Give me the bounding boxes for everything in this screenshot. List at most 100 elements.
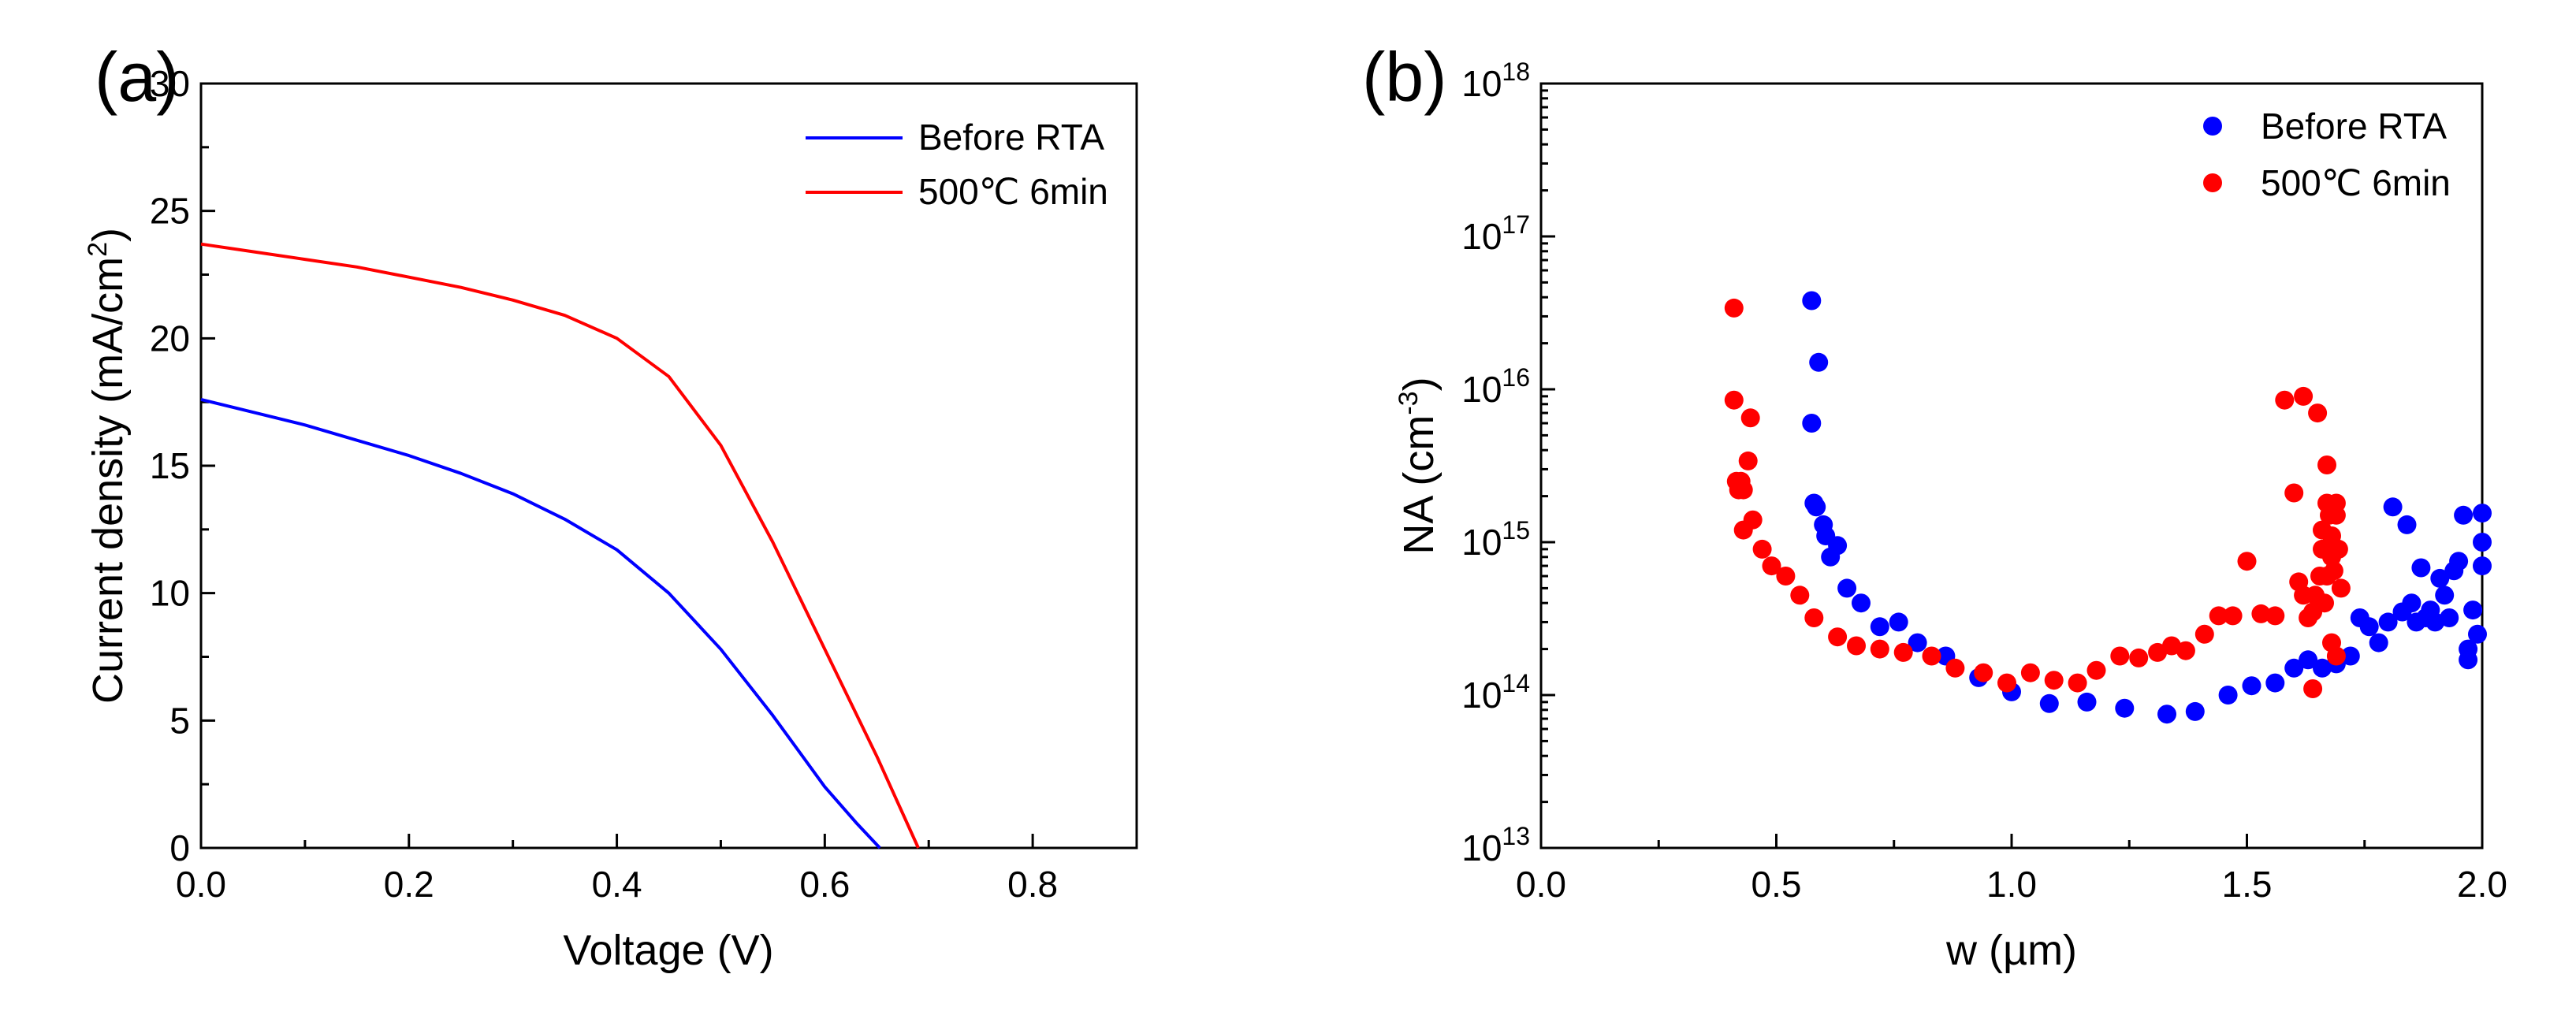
point-500c-6min (2265, 606, 2285, 626)
x-tick-label-a: 0.6 (799, 864, 850, 905)
point-before-rta (2459, 650, 2478, 670)
point-before-rta (1870, 617, 1889, 637)
legend-label-before-rta-b: Before RTA (2261, 106, 2447, 147)
point-500c-6min (2331, 578, 2351, 598)
x-tick-label-a: 0.8 (1007, 864, 1058, 905)
point-500c-6min (2148, 642, 2168, 662)
x-tick-label-b: 0.0 (1516, 864, 1566, 905)
y-tick-label-a: 25 (150, 191, 190, 232)
point-500c-6min (1804, 608, 1824, 627)
point-before-rta (1807, 497, 1826, 517)
point-500c-6min (2129, 648, 2149, 667)
legend-marker-before-rta-b (2203, 117, 2222, 136)
point-before-rta (2299, 650, 2318, 670)
panel-label-a: (a) (95, 38, 180, 116)
point-500c-6min (1997, 673, 2016, 693)
legend-b: Before RTA 500℃ 6min (2203, 106, 2451, 203)
axes-b: 0.0 0.5 1.0 1.5 2.0 1013 1014 1015 1016 1017 1018 (1461, 58, 2507, 905)
panel-label-b: (b) (1362, 38, 1447, 116)
point-500c-6min (2284, 483, 2304, 503)
point-before-rta (2185, 701, 2205, 721)
point-500c-6min (1893, 642, 1913, 662)
y-tick-label-a: 0 (169, 827, 190, 868)
point-before-rta (2397, 515, 2417, 534)
point-500c-6min (2020, 663, 2040, 682)
y-tick-label-b: 1018 (1461, 58, 1530, 104)
y-axis-label-a: Current density (mA/cm2) (83, 228, 132, 704)
point-500c-6min (1870, 639, 1889, 659)
point-500c-6min (2275, 390, 2295, 410)
point-500c-6min (1790, 586, 1810, 605)
point-before-rta (2242, 676, 2261, 696)
y-tick-label-a: 20 (150, 318, 190, 359)
point-before-rta (2468, 624, 2487, 644)
y-tick-label-a: 30 (150, 63, 190, 104)
point-before-rta (1809, 352, 1829, 372)
point-500c-6min (2317, 567, 2336, 586)
series-line-500c-6min (200, 242, 920, 849)
legend-label-500c-b: 500℃ 6min (2261, 162, 2451, 203)
x-tick-label-b: 1.5 (2222, 864, 2273, 905)
x-axis-label-b: w (µm) (1945, 927, 2077, 974)
point-before-rta (2473, 556, 2492, 576)
point-before-rta (2077, 692, 2097, 712)
point-500c-6min (2209, 606, 2228, 626)
x-tick-label-a: 0.4 (592, 864, 642, 905)
point-before-rta (2284, 658, 2304, 678)
point-500c-6min (2176, 641, 2195, 660)
point-before-rta (1908, 633, 1927, 652)
point-500c-6min (1847, 636, 1866, 656)
point-500c-6min (2308, 403, 2328, 423)
point-500c-6min (2194, 624, 2214, 644)
point-500c-6min (1945, 658, 1965, 678)
point-before-rta (2383, 497, 2403, 517)
y-tick-label-b: 1013 (1461, 822, 1530, 868)
y-tick-label-b: 1014 (1461, 669, 1530, 716)
point-before-rta (2435, 586, 2455, 605)
point-500c-6min (2326, 646, 2346, 666)
point-before-rta (2454, 505, 2474, 525)
point-500c-6min (2251, 604, 2271, 623)
point-500c-6min (2317, 455, 2336, 474)
point-before-rta (2359, 617, 2379, 637)
x-tick-label-b: 0.5 (1751, 864, 1802, 905)
series-b (1724, 291, 2492, 724)
point-500c-6min (1974, 663, 1993, 682)
y-tick-label-b: 1015 (1461, 516, 1530, 563)
point-500c-6min (1738, 451, 1758, 470)
point-before-rta (2265, 673, 2285, 693)
x-tick-label-b: 1.0 (1986, 864, 2037, 905)
point-500c-6min (2086, 660, 2106, 680)
point-before-rta (2402, 593, 2422, 613)
legend-a: Before RTA 500℃ 6min (806, 117, 1108, 212)
point-before-rta (2430, 568, 2450, 588)
point-before-rta (2115, 698, 2135, 718)
y-tick-label-a: 15 (150, 445, 190, 486)
point-500c-6min (1752, 539, 1772, 559)
point-before-rta (2218, 686, 2238, 705)
point-before-rta (2463, 600, 2483, 620)
y-tick-label-b: 1016 (1461, 363, 1530, 410)
chart-a: (a) 0.0 0.2 0.4 0.6 0.8 0 5 10 15 20 25 30 Voltage … (83, 38, 1138, 974)
point-500c-6min (2237, 552, 2257, 571)
point-500c-6min (2328, 539, 2348, 559)
y-axis-label-b: NA (cm-3) (1394, 377, 1442, 554)
x-axis-label-a: Voltage (V) (563, 927, 773, 974)
x-tick-label-b: 2.0 (2457, 864, 2507, 905)
point-500c-6min (2313, 520, 2332, 540)
point-500c-6min (2303, 602, 2323, 622)
point-500c-6min (1776, 567, 1796, 586)
point-500c-6min (1724, 298, 1744, 318)
x-tick-label-a: 0.2 (384, 864, 434, 905)
legend-marker-500c-b (2203, 173, 2222, 192)
point-before-rta (2440, 608, 2459, 627)
point-before-rta (2411, 558, 2431, 578)
point-500c-6min (2068, 673, 2087, 693)
legend-label-500c-a: 500℃ 6min (918, 171, 1108, 212)
x-tick-label-a: 0.0 (176, 864, 226, 905)
point-500c-6min (2044, 671, 2064, 690)
series-line-before-rta (200, 397, 881, 850)
point-before-rta (2340, 646, 2360, 666)
series-a (200, 242, 920, 850)
